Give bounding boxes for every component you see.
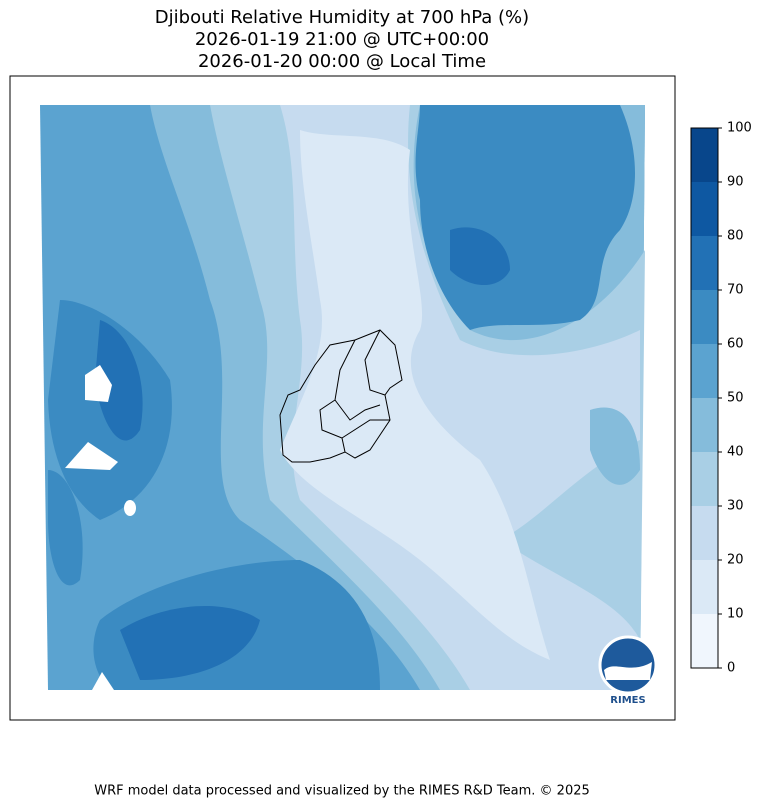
- colorbar-tick-label: 0: [727, 661, 735, 676]
- colorbar-segment: [691, 614, 718, 668]
- country-borders: [279, 329, 403, 463]
- colorbar-segment: [691, 290, 718, 344]
- colorbar-segment: [691, 506, 718, 560]
- colorbar-tick-label: 10: [727, 607, 744, 622]
- colorbar-segment: [691, 560, 718, 614]
- colorbar-segment: [691, 128, 718, 182]
- title-line: 2026-01-19 21:00 @ UTC+00:00: [195, 29, 489, 50]
- colorbar: 0 10 20 30 40 50 60 70 80 90 100: [691, 121, 752, 676]
- colorbar-tick-label: 30: [727, 499, 744, 514]
- colorbar-tick-label: 50: [727, 391, 744, 406]
- title-line: Djibouti Relative Humidity at 700 hPa (%…: [155, 7, 529, 28]
- colorbar-tick-label: 60: [727, 337, 744, 352]
- colorbar-tick-label: 80: [727, 229, 744, 244]
- colorbar-segment: [691, 182, 718, 236]
- title-line: 2026-01-20 00:00 @ Local Time: [198, 51, 486, 72]
- colorbar-tick-label: 90: [727, 175, 744, 190]
- logo-text: RIMES: [610, 695, 645, 706]
- colorbar-tick-label: 40: [727, 445, 744, 460]
- colorbar-segment: [691, 344, 718, 398]
- colorbar-segment: [691, 452, 718, 506]
- colorbar-tick-label: 20: [727, 553, 744, 568]
- colorbar-segment: [691, 236, 718, 290]
- logo: RIMES: [598, 635, 658, 706]
- footer: WRF model data processed and visualized …: [94, 784, 590, 799]
- colorbar-tick-label: 100: [727, 121, 752, 136]
- colorbar-frame: [690, 127, 719, 669]
- map-field: [40, 105, 645, 690]
- colorbar-segment: [691, 398, 718, 452]
- colorbar-tick-label: 70: [727, 283, 744, 298]
